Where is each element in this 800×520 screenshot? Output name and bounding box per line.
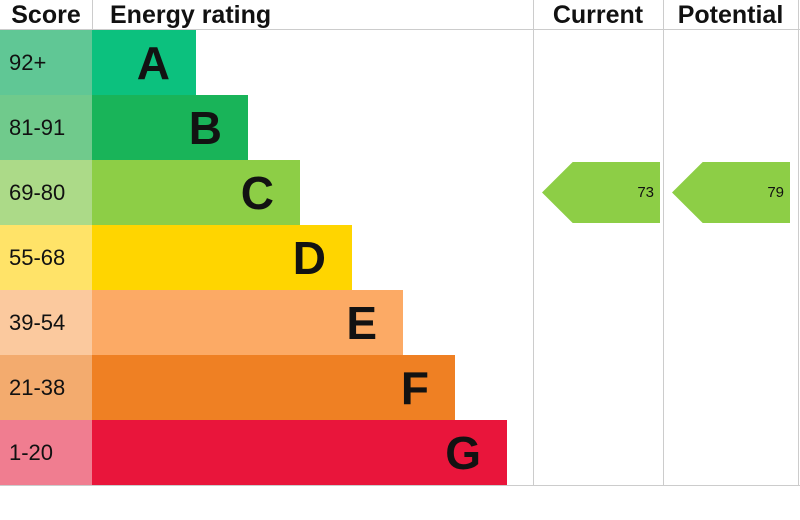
band-score-range: 69-80 bbox=[0, 160, 92, 225]
band-score-range: 39-54 bbox=[0, 290, 92, 355]
score-column-header: Score bbox=[11, 0, 81, 29]
band-bar-a: A bbox=[92, 30, 196, 95]
potential-rating-arrow: 79 bbox=[672, 162, 790, 223]
band-bar-c: C bbox=[92, 160, 300, 225]
energy-rating-column-header: Energy rating bbox=[110, 0, 272, 29]
current-column-divider-line bbox=[533, 0, 534, 486]
band-row-e: 39-54 E bbox=[0, 290, 533, 355]
header-bottom-rule bbox=[0, 29, 800, 30]
current-rating-value: 73 bbox=[637, 184, 654, 201]
band-score-range: 92+ bbox=[0, 30, 92, 95]
band-bar-e: E bbox=[92, 290, 403, 355]
band-row-b: 81-91 B bbox=[0, 95, 533, 160]
band-bar-f: F bbox=[92, 355, 455, 420]
band-bar-g: G bbox=[92, 420, 507, 485]
band-row-d: 55-68 D bbox=[0, 225, 533, 290]
band-row-a: 92+ A bbox=[0, 30, 533, 95]
band-row-f: 21-38 F bbox=[0, 355, 533, 420]
band-bar-d: D bbox=[92, 225, 352, 290]
potential-rating-value: 79 bbox=[767, 184, 784, 201]
current-column-header: Current bbox=[552, 0, 644, 29]
chart-bottom-rule bbox=[0, 485, 800, 486]
band-row-c: 69-80 C bbox=[0, 160, 533, 225]
band-score-range: 21-38 bbox=[0, 355, 92, 420]
band-score-range: 81-91 bbox=[0, 95, 92, 160]
band-score-range: 55-68 bbox=[0, 225, 92, 290]
potential-column-divider-line bbox=[663, 0, 664, 486]
band-score-range: 1-20 bbox=[0, 420, 92, 485]
band-bar-b: B bbox=[92, 95, 248, 160]
band-row-g: 1-20 G bbox=[0, 420, 533, 485]
current-rating-arrow: 73 bbox=[542, 162, 660, 223]
right-border-line bbox=[798, 0, 799, 486]
header-divider-line bbox=[92, 0, 93, 30]
potential-column-header: Potential bbox=[677, 0, 784, 29]
